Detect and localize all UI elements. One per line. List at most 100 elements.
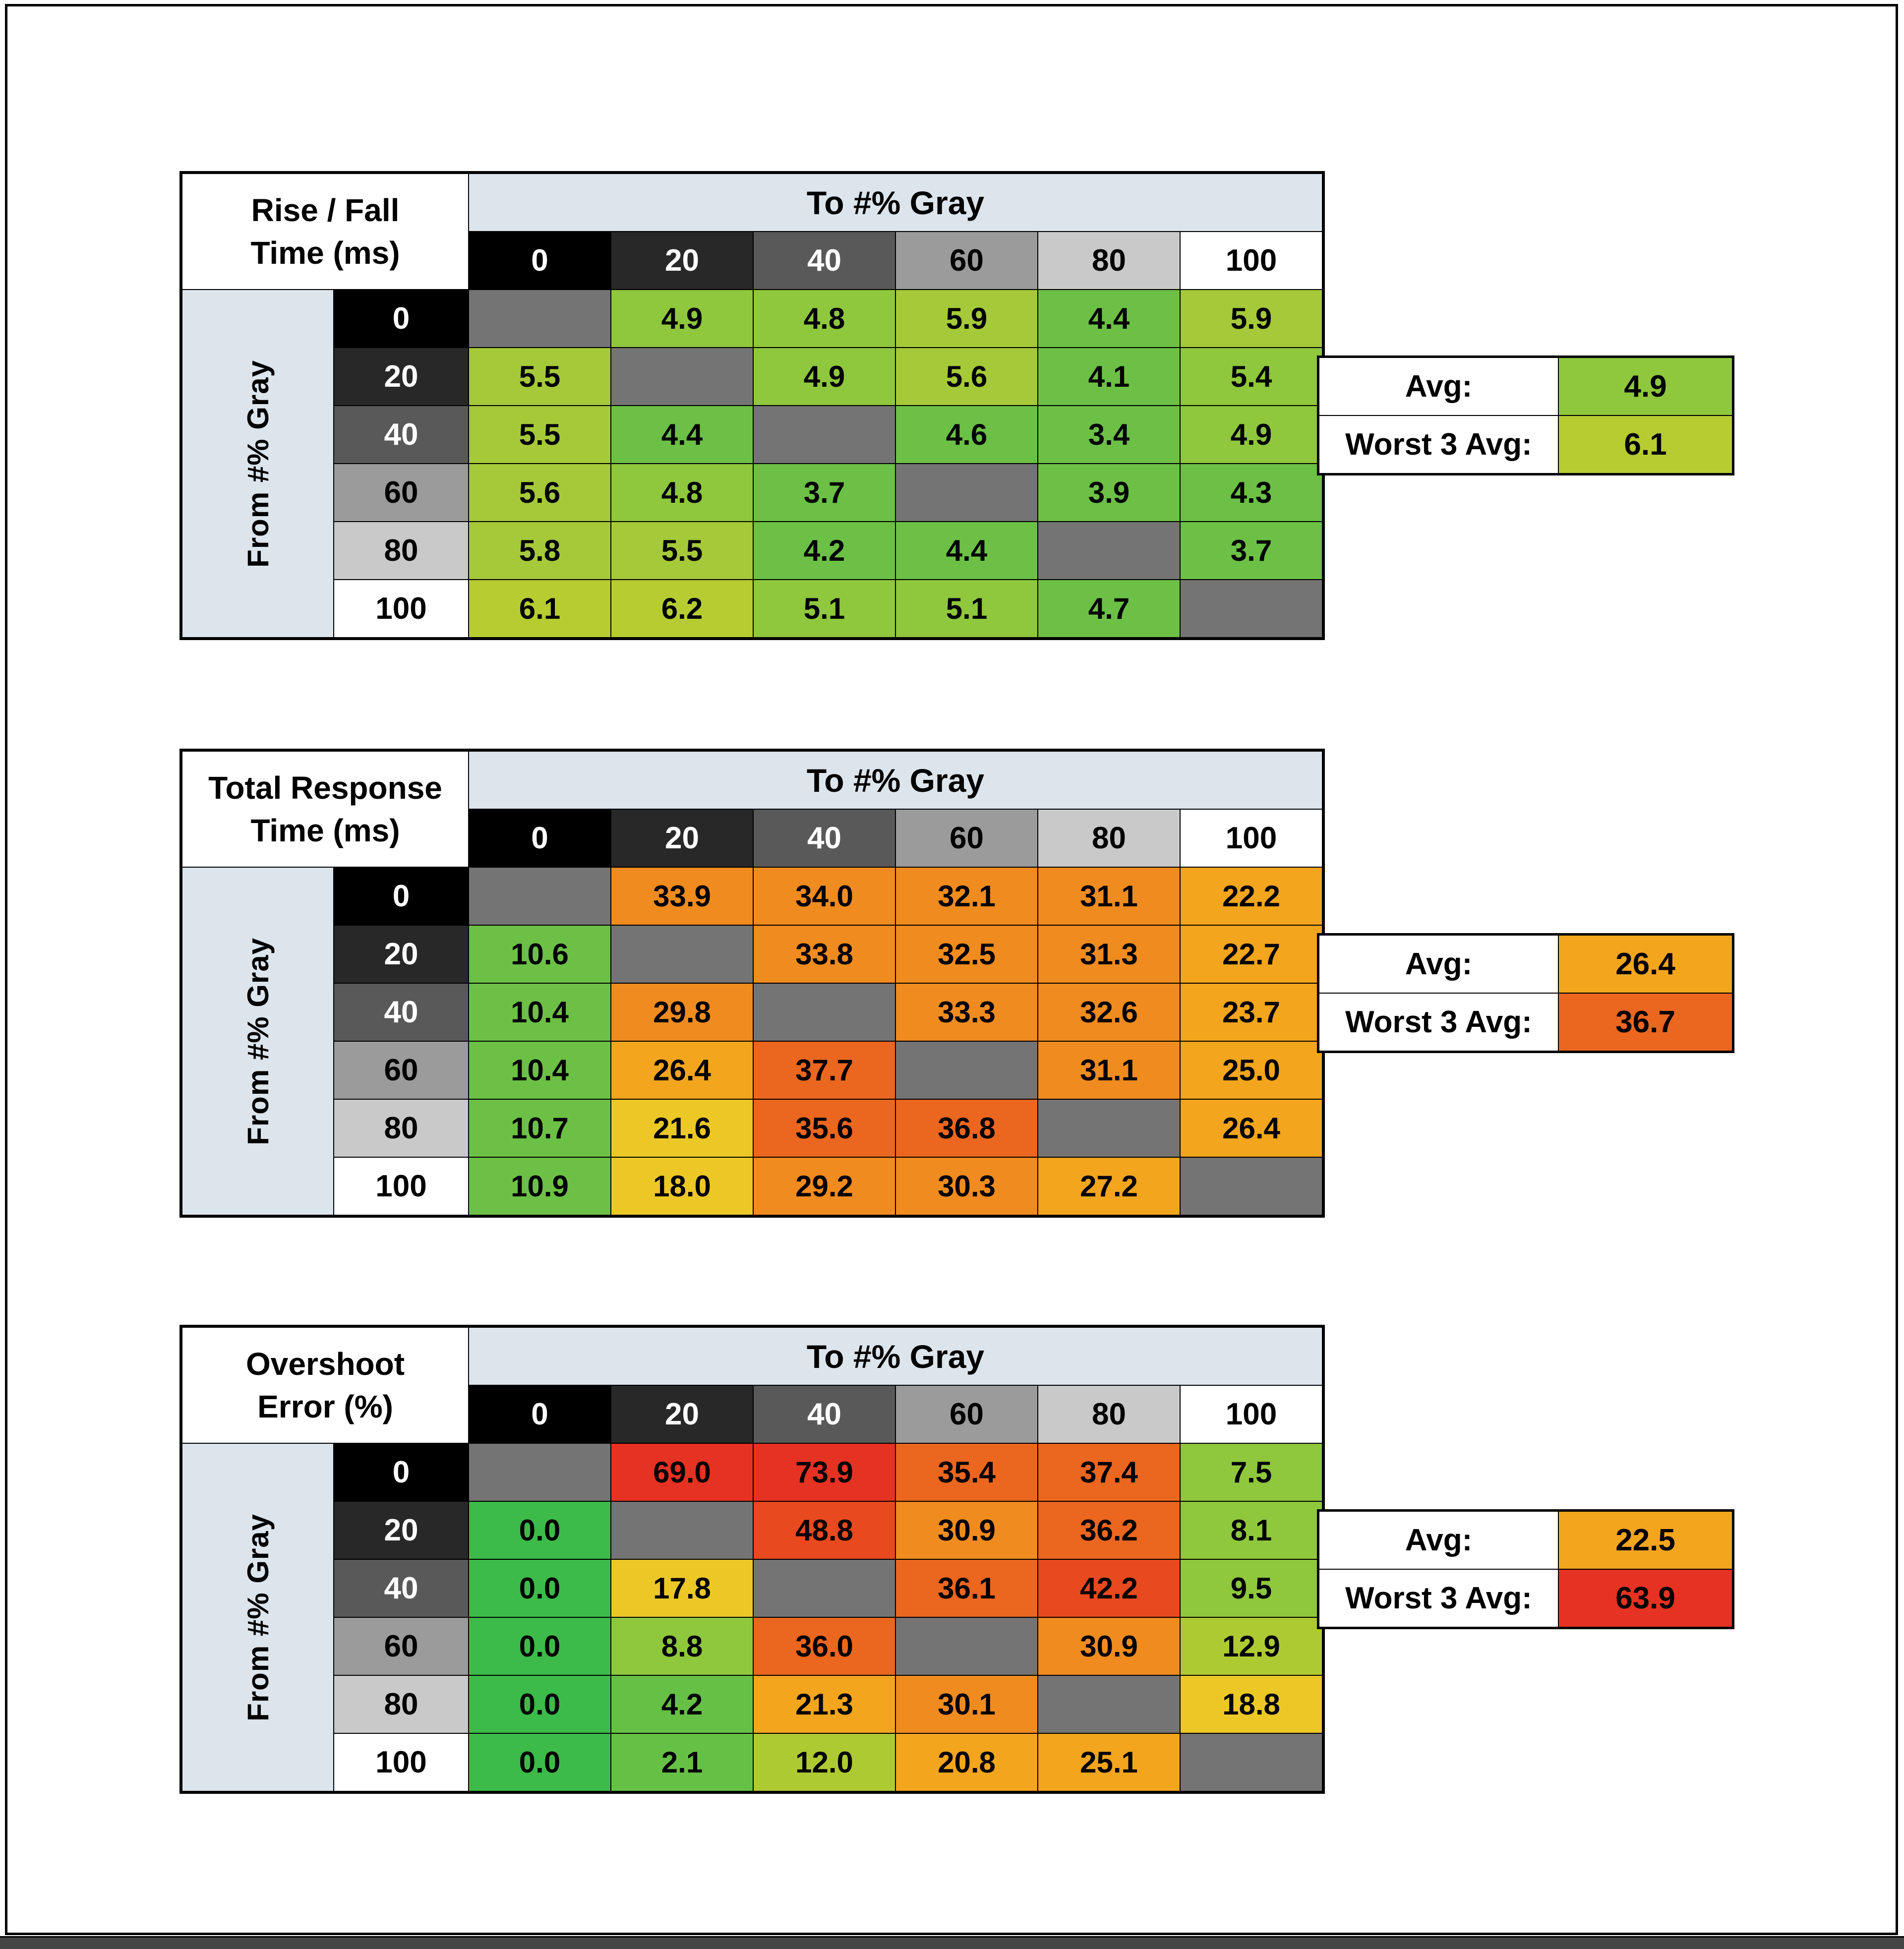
value-cell: 0.0 bbox=[469, 1676, 610, 1733]
row-axis-label-text: From #% Gray bbox=[241, 937, 275, 1145]
col-header: 60 bbox=[896, 232, 1037, 289]
diagonal-cell bbox=[1181, 1734, 1322, 1791]
value-cell: 10.4 bbox=[469, 984, 610, 1041]
value-cell: 33.3 bbox=[896, 984, 1037, 1041]
diagonal-cell bbox=[896, 1618, 1037, 1675]
avg-label: Avg: bbox=[1319, 1512, 1558, 1569]
value-cell: 21.6 bbox=[611, 1100, 753, 1157]
value-cell: 69.0 bbox=[611, 1444, 753, 1501]
col-header: 40 bbox=[754, 810, 895, 867]
col-header: 20 bbox=[611, 810, 753, 867]
value-cell: 10.6 bbox=[469, 926, 610, 983]
row-header: 0 bbox=[334, 868, 468, 925]
table-title: Overshoot Error (%) bbox=[182, 1328, 468, 1443]
row-header: 80 bbox=[334, 1100, 468, 1157]
col-header: 100 bbox=[1181, 232, 1322, 289]
rise-fall-time-table: Rise / Fall Time (ms) To #% Gray 0 20 40 60 80 1… bbox=[179, 171, 1786, 640]
table-title-line: Time (ms) bbox=[250, 235, 400, 271]
value-cell: 3.7 bbox=[754, 464, 895, 521]
value-cell: 37.7 bbox=[754, 1042, 895, 1099]
col-header: 20 bbox=[611, 232, 753, 289]
value-cell: 33.9 bbox=[611, 868, 753, 925]
value-cell: 3.7 bbox=[1181, 522, 1322, 579]
value-cell: 4.8 bbox=[754, 290, 895, 347]
value-cell: 10.9 bbox=[469, 1158, 610, 1215]
value-cell: 35.4 bbox=[896, 1444, 1037, 1501]
row-header: 100 bbox=[334, 1734, 468, 1791]
value-cell: 5.4 bbox=[1181, 348, 1322, 405]
value-cell: 29.8 bbox=[611, 984, 753, 1041]
table-title-line: Error (%) bbox=[257, 1389, 393, 1424]
value-cell: 2.1 bbox=[611, 1734, 753, 1791]
value-cell: 30.9 bbox=[1038, 1618, 1180, 1675]
value-cell: 4.8 bbox=[611, 464, 753, 521]
diagonal-cell bbox=[611, 1502, 753, 1559]
col-header: 100 bbox=[1181, 1386, 1322, 1443]
table-title: Total Response Time (ms) bbox=[182, 752, 468, 867]
worst3-avg-value: 6.1 bbox=[1559, 416, 1732, 473]
total-response-time-table: Total Response Time (ms) To #% Gray 0 20 40 60… bbox=[179, 749, 1786, 1218]
col-header: 40 bbox=[754, 232, 895, 289]
avg-value: 26.4 bbox=[1559, 936, 1732, 993]
col-axis-label: To #% Gray bbox=[469, 1328, 1322, 1385]
value-cell: 5.8 bbox=[469, 522, 610, 579]
value-cell: 4.2 bbox=[611, 1676, 753, 1733]
col-header: 20 bbox=[611, 1386, 753, 1443]
value-cell: 21.3 bbox=[754, 1676, 895, 1733]
window-bottom-edge bbox=[0, 1936, 1904, 1949]
diagonal-cell bbox=[469, 868, 610, 925]
value-cell: 4.1 bbox=[1038, 348, 1180, 405]
value-cell: 31.1 bbox=[1038, 868, 1180, 925]
value-cell: 0.0 bbox=[469, 1502, 610, 1559]
value-cell: 30.3 bbox=[896, 1158, 1037, 1215]
col-header: 60 bbox=[896, 1386, 1037, 1443]
summary-stats: Avg: 26.4 Worst 3 Avg: 36.7 bbox=[1317, 933, 1734, 1053]
col-header: 0 bbox=[469, 1386, 610, 1443]
value-cell: 6.2 bbox=[611, 580, 753, 637]
row-header: 0 bbox=[334, 290, 468, 347]
value-cell: 4.9 bbox=[1181, 406, 1322, 463]
value-cell: 4.4 bbox=[1038, 290, 1180, 347]
value-cell: 33.8 bbox=[754, 926, 895, 983]
value-cell: 31.3 bbox=[1038, 926, 1180, 983]
row-header: 20 bbox=[334, 1502, 468, 1559]
worst3-avg-label: Worst 3 Avg: bbox=[1319, 994, 1558, 1051]
row-axis-label-text: From #% Gray bbox=[241, 359, 275, 568]
summary-stats: Avg: 4.9 Worst 3 Avg: 6.1 bbox=[1317, 355, 1734, 475]
diagonal-cell bbox=[896, 1042, 1037, 1099]
value-cell: 32.1 bbox=[896, 868, 1037, 925]
value-cell: 0.0 bbox=[469, 1560, 610, 1617]
value-cell: 5.5 bbox=[469, 348, 610, 405]
value-cell: 20.8 bbox=[896, 1734, 1037, 1791]
row-header: 0 bbox=[334, 1444, 468, 1501]
overshoot-error-table: Overshoot Error (%) To #% Gray 0 20 40 60 80 100… bbox=[179, 1325, 1786, 1794]
row-header: 40 bbox=[334, 406, 468, 463]
value-cell: 0.0 bbox=[469, 1618, 610, 1675]
value-cell: 29.2 bbox=[754, 1158, 895, 1215]
value-cell: 4.7 bbox=[1038, 580, 1180, 637]
value-cell: 10.7 bbox=[469, 1100, 610, 1157]
value-cell: 4.4 bbox=[611, 406, 753, 463]
worst3-avg-value: 63.9 bbox=[1559, 1570, 1732, 1627]
value-cell: 7.5 bbox=[1181, 1444, 1322, 1501]
table-title-line: Rise / Fall bbox=[251, 192, 400, 228]
value-cell: 5.9 bbox=[896, 290, 1037, 347]
diagonal-cell bbox=[469, 1444, 610, 1501]
value-cell: 27.2 bbox=[1038, 1158, 1180, 1215]
heatmap-grid: Total Response Time (ms) To #% Gray 0 20 40 60… bbox=[179, 749, 1325, 1218]
diagonal-cell bbox=[1038, 522, 1180, 579]
value-cell: 18.0 bbox=[611, 1158, 753, 1215]
value-cell: 4.9 bbox=[754, 348, 895, 405]
row-header: 60 bbox=[334, 1618, 468, 1675]
value-cell: 31.1 bbox=[1038, 1042, 1180, 1099]
value-cell: 42.2 bbox=[1038, 1560, 1180, 1617]
col-header: 80 bbox=[1038, 1386, 1180, 1443]
worst3-avg-value: 36.7 bbox=[1559, 994, 1732, 1051]
row-axis-label: From #% Gray bbox=[182, 1444, 333, 1791]
value-cell: 5.5 bbox=[611, 522, 753, 579]
table-title: Rise / Fall Time (ms) bbox=[182, 174, 468, 289]
value-cell: 22.2 bbox=[1181, 868, 1322, 925]
value-cell: 25.0 bbox=[1181, 1042, 1322, 1099]
value-cell: 5.5 bbox=[469, 406, 610, 463]
value-cell: 5.6 bbox=[896, 348, 1037, 405]
